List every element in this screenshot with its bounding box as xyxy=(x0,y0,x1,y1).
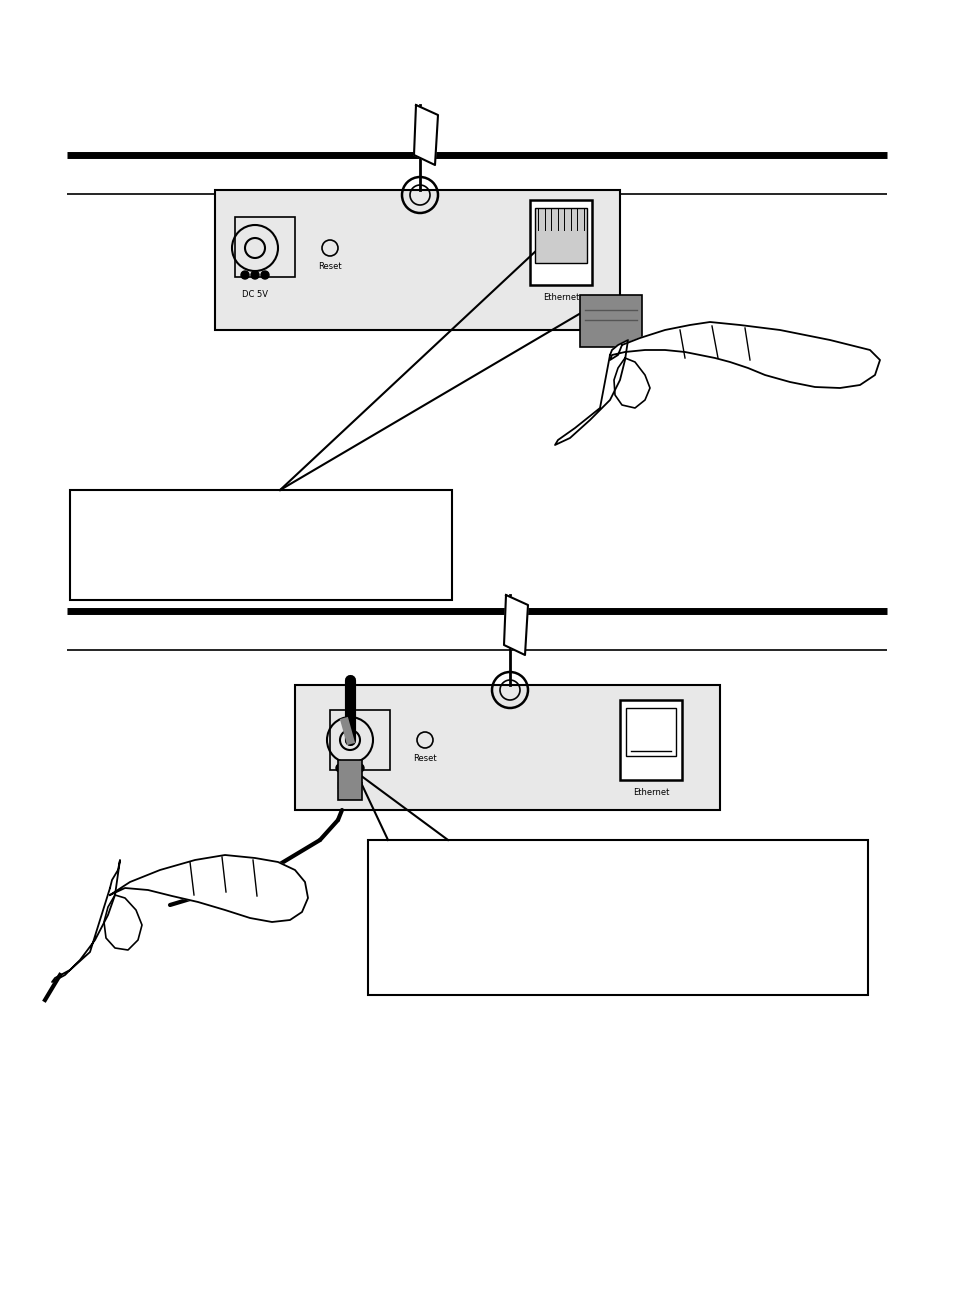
Circle shape xyxy=(241,271,249,279)
Text: Ethernet: Ethernet xyxy=(542,293,578,302)
Polygon shape xyxy=(52,859,120,982)
Polygon shape xyxy=(614,357,649,409)
Bar xyxy=(70,490,452,600)
Text: Reset: Reset xyxy=(318,261,341,271)
Bar xyxy=(214,191,619,330)
Bar xyxy=(294,685,720,809)
Polygon shape xyxy=(414,105,437,166)
Circle shape xyxy=(335,763,344,773)
Text: Reset: Reset xyxy=(413,754,436,763)
Bar xyxy=(625,708,676,756)
Text: Ethernet: Ethernet xyxy=(632,788,668,798)
Bar xyxy=(579,296,641,347)
Polygon shape xyxy=(503,595,527,654)
Bar xyxy=(619,700,681,781)
Bar xyxy=(330,710,390,770)
Circle shape xyxy=(355,763,364,773)
Bar xyxy=(530,200,592,285)
Bar xyxy=(535,208,586,263)
Bar xyxy=(337,759,361,800)
Polygon shape xyxy=(609,322,879,388)
Polygon shape xyxy=(104,895,142,950)
Circle shape xyxy=(346,763,354,773)
Polygon shape xyxy=(110,855,308,922)
Polygon shape xyxy=(555,340,627,445)
Circle shape xyxy=(261,271,269,279)
Bar xyxy=(234,217,294,277)
Text: DC 5V: DC 5V xyxy=(242,290,268,300)
Circle shape xyxy=(251,271,258,279)
Bar xyxy=(368,840,867,995)
Text: DC 5V: DC 5V xyxy=(336,782,363,791)
